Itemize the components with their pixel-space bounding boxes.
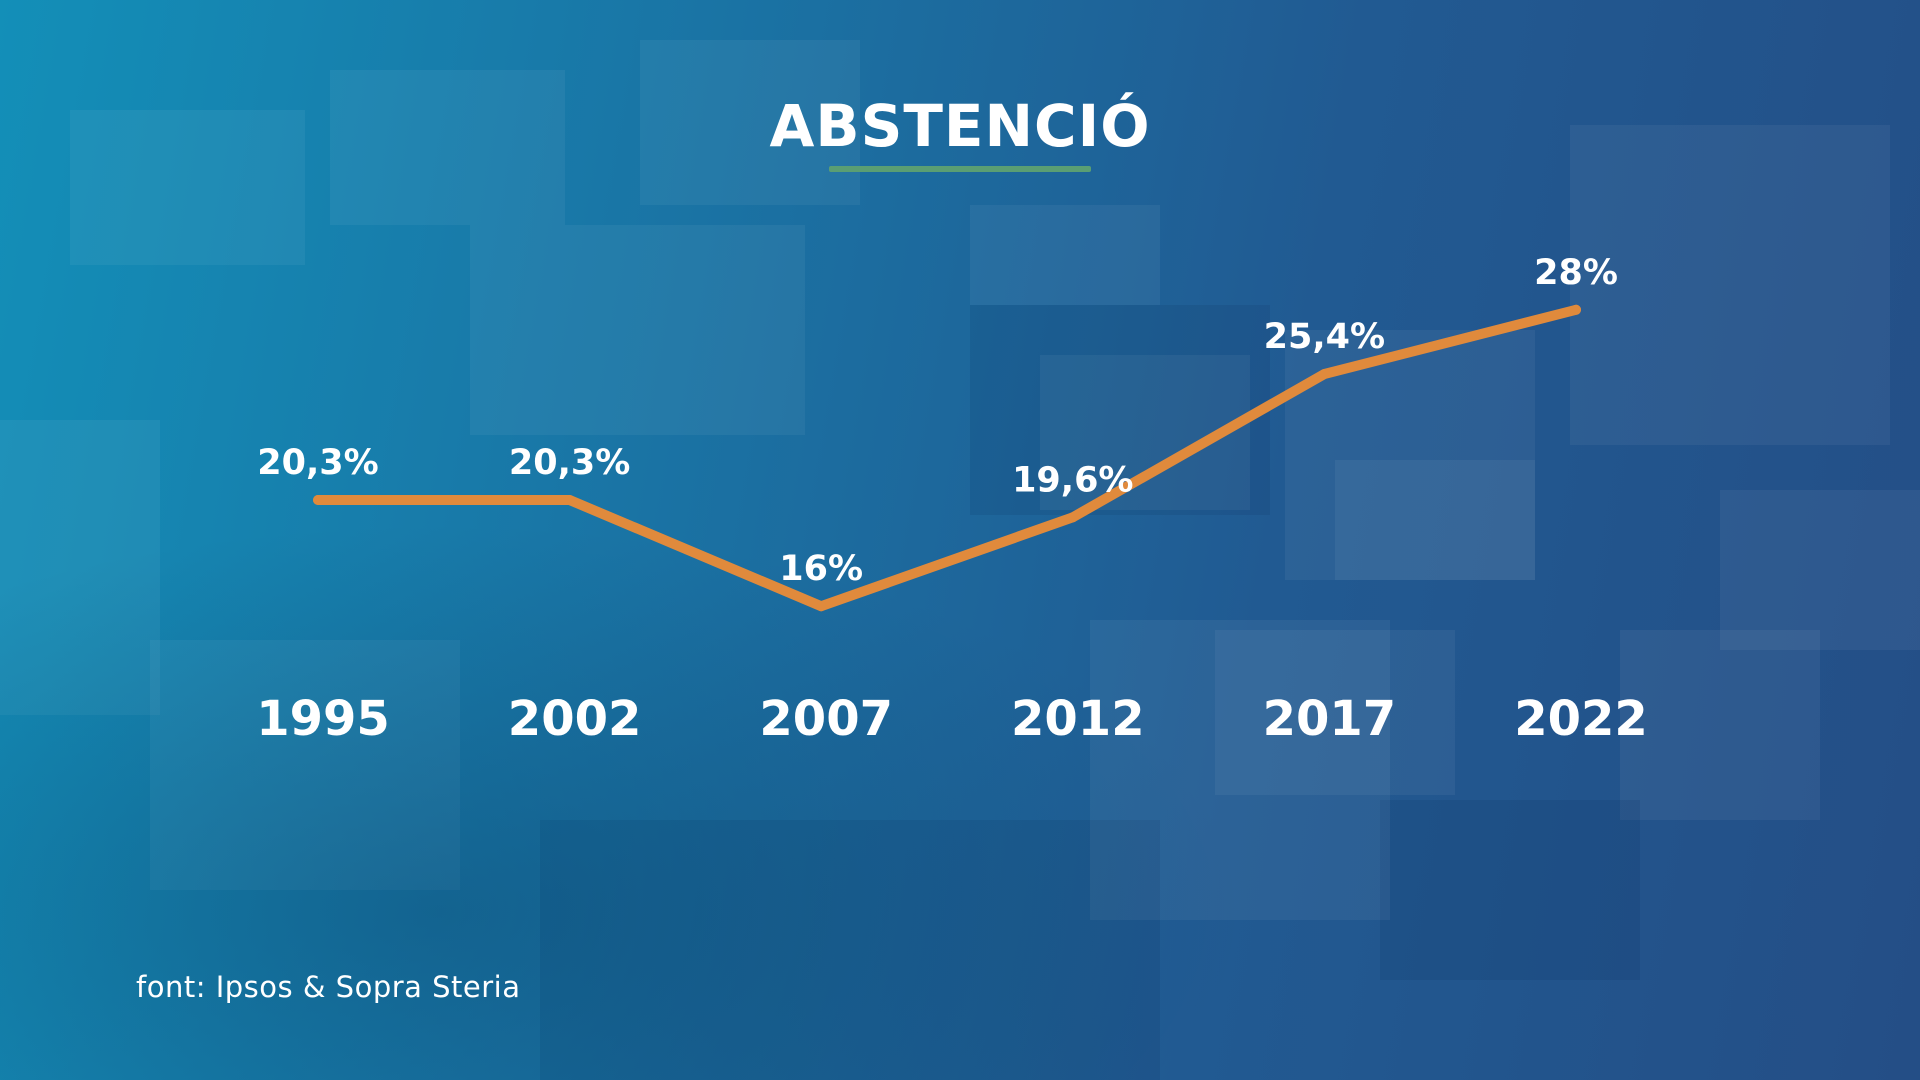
- value-label-2022: 28%: [1534, 253, 1618, 293]
- x-tick-label-2017: 2017: [1263, 691, 1397, 747]
- series-line: [313, 304, 1581, 612]
- data-point-2002: [564, 495, 575, 505]
- value-label-1995: 20,3%: [257, 443, 378, 483]
- value-labels: 20,3% 20,3% 16% 19,6% 25,4% 28%: [257, 253, 1618, 612]
- data-point-2007: [816, 601, 827, 612]
- value-label-2017: 25,4%: [1264, 317, 1385, 357]
- x-tick-label-2002: 2002: [508, 691, 642, 747]
- page-title: ABSTENCIÓ: [769, 92, 1151, 160]
- data-point-2022: [1571, 304, 1581, 315]
- value-label-2012: 19,6%: [1012, 460, 1133, 500]
- title-underline: [829, 166, 1091, 172]
- x-tick-label-2022: 2022: [1514, 691, 1648, 747]
- x-tick-labels: 1995 2002 2007 2012 2017 2022: [256, 691, 1648, 747]
- x-tick-label-2012: 2012: [1011, 691, 1145, 747]
- data-point-2017: [1319, 369, 1330, 380]
- source-note: font: Ipsos & Sopra Steria: [136, 970, 521, 1004]
- data-point-1995: [313, 495, 323, 505]
- value-label-2007: 16%: [779, 549, 863, 589]
- x-tick-label-1995: 1995: [256, 691, 390, 747]
- data-point-2012: [1067, 512, 1078, 523]
- value-label-2002: 20,3%: [509, 443, 630, 483]
- x-tick-label-2007: 2007: [759, 691, 893, 747]
